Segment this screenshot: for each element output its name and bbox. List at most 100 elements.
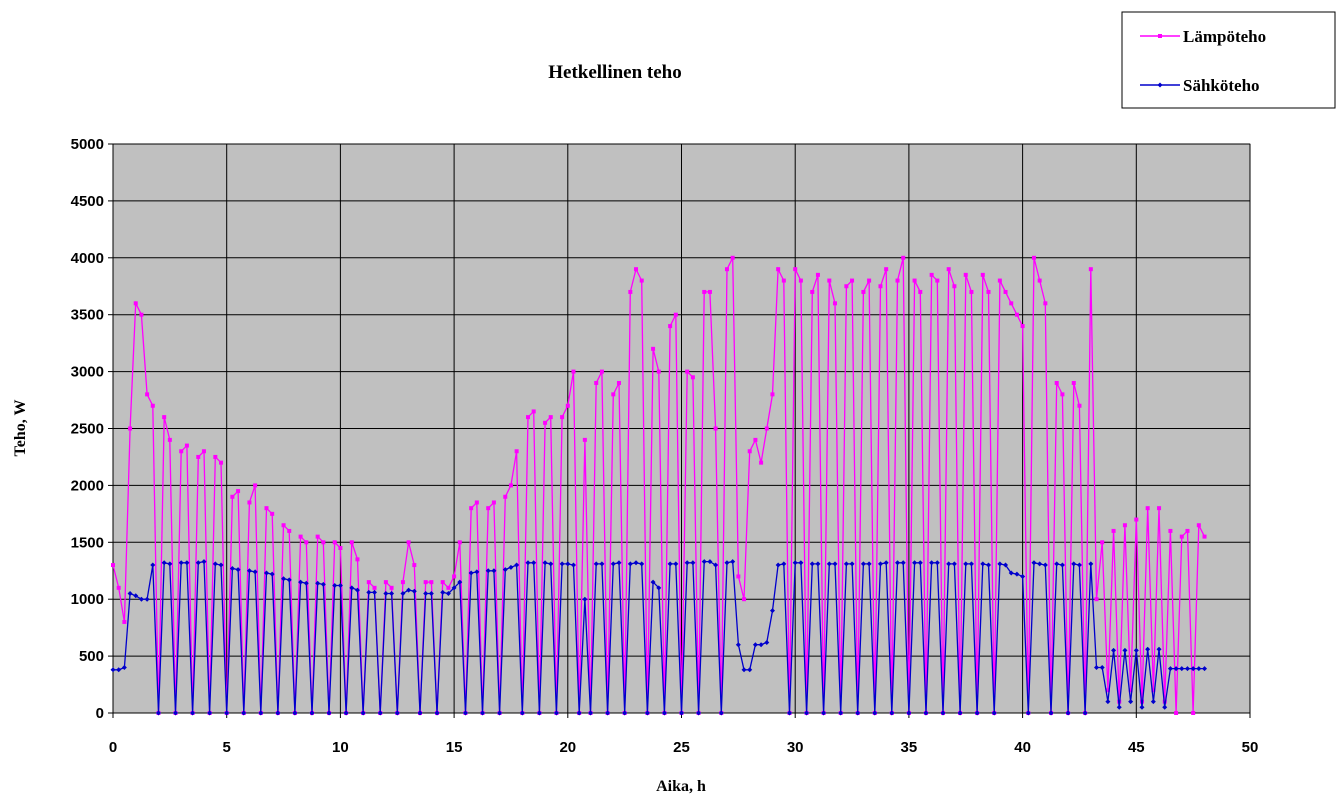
marker xyxy=(593,561,599,567)
marker xyxy=(1094,597,1099,602)
marker xyxy=(860,561,866,567)
marker xyxy=(701,559,707,565)
x-tick-label: 25 xyxy=(673,739,690,756)
marker xyxy=(178,560,184,566)
y-tick-label: 4500 xyxy=(71,193,104,210)
marker xyxy=(332,583,338,589)
marker xyxy=(696,710,702,716)
marker xyxy=(383,591,389,597)
marker xyxy=(229,565,235,571)
marker xyxy=(241,710,247,716)
marker xyxy=(809,561,815,567)
marker xyxy=(804,710,810,716)
y-tick-label: 3500 xyxy=(71,307,104,324)
marker xyxy=(685,369,690,374)
marker xyxy=(929,272,934,277)
marker xyxy=(1158,34,1162,38)
marker xyxy=(145,392,150,397)
marker xyxy=(491,500,496,505)
marker xyxy=(798,278,803,283)
marker xyxy=(639,278,644,283)
marker xyxy=(1111,647,1117,653)
marker xyxy=(514,449,519,454)
marker xyxy=(929,560,935,566)
marker xyxy=(184,560,190,566)
marker xyxy=(826,561,832,567)
marker xyxy=(304,540,309,545)
marker xyxy=(372,585,377,590)
marker xyxy=(838,710,844,716)
legend: Lämpöteho Sähköteho xyxy=(1121,11,1336,109)
marker xyxy=(275,710,281,716)
marker xyxy=(429,580,434,585)
marker xyxy=(235,567,241,573)
legend-box xyxy=(1121,11,1336,109)
marker xyxy=(832,561,838,567)
marker xyxy=(861,289,866,294)
marker xyxy=(167,561,173,567)
marker xyxy=(1008,570,1014,576)
marker xyxy=(1174,711,1179,715)
marker xyxy=(570,562,576,568)
marker xyxy=(742,597,747,602)
marker xyxy=(1145,506,1150,511)
x-axis-label: Aika, h xyxy=(656,778,706,795)
marker xyxy=(827,278,832,283)
marker xyxy=(480,710,486,716)
marker xyxy=(167,437,172,442)
marker xyxy=(599,561,605,567)
marker xyxy=(269,571,275,577)
marker xyxy=(383,580,388,585)
marker xyxy=(735,642,741,648)
marker xyxy=(713,562,719,568)
marker xyxy=(377,710,383,716)
marker xyxy=(542,560,548,566)
marker xyxy=(776,267,781,272)
marker xyxy=(531,560,537,566)
marker xyxy=(1031,255,1036,260)
marker xyxy=(315,580,321,586)
marker xyxy=(810,289,815,294)
marker xyxy=(423,580,428,585)
x-tick-label: 50 xyxy=(1242,739,1259,756)
marker xyxy=(457,579,463,585)
marker xyxy=(1020,573,1026,579)
marker xyxy=(935,278,940,283)
marker xyxy=(207,710,213,716)
marker xyxy=(1076,562,1082,568)
x-tick-label: 5 xyxy=(223,739,231,756)
marker xyxy=(1157,506,1162,511)
marker xyxy=(519,710,525,716)
marker xyxy=(1105,688,1110,693)
marker xyxy=(440,580,445,585)
marker xyxy=(787,710,793,716)
marker xyxy=(1145,646,1151,652)
marker xyxy=(400,591,406,597)
marker xyxy=(1100,540,1105,545)
marker xyxy=(724,267,729,272)
marker xyxy=(895,278,900,283)
marker xyxy=(548,561,554,567)
marker xyxy=(1088,267,1093,272)
marker xyxy=(195,560,201,566)
marker xyxy=(219,460,224,465)
marker xyxy=(843,561,849,567)
marker xyxy=(264,506,269,511)
marker xyxy=(150,403,155,408)
marker xyxy=(1179,666,1185,672)
marker xyxy=(565,561,571,567)
marker xyxy=(1071,561,1077,567)
marker xyxy=(747,667,753,673)
marker xyxy=(281,523,286,528)
marker xyxy=(389,585,394,590)
marker xyxy=(1196,523,1201,528)
marker xyxy=(1042,562,1048,568)
marker xyxy=(128,426,133,431)
marker xyxy=(895,560,901,566)
marker xyxy=(525,560,531,566)
marker xyxy=(508,483,513,488)
marker xyxy=(1185,528,1190,533)
marker xyxy=(315,534,320,539)
legend-label: Sähköteho xyxy=(1183,76,1260,95)
marker xyxy=(236,489,241,494)
